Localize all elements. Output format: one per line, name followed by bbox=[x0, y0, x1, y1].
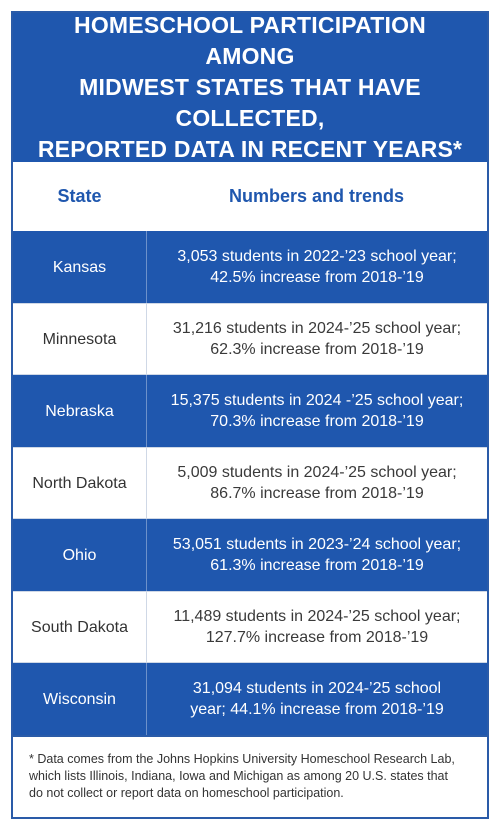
table-row: South Dakota 11,489 students in 2024-’25… bbox=[13, 591, 487, 663]
trend-cell: 31,216 students in 2024-’25 school year;… bbox=[147, 318, 487, 360]
trend-line-1: 3,053 students in 2022-’23 school year; bbox=[177, 248, 457, 265]
trend-line-1: 15,375 students in 2024 -’25 school year… bbox=[170, 392, 464, 409]
trend-cell: 11,489 students in 2024-’25 school year;… bbox=[147, 606, 487, 648]
trend-line-2: 86.7% increase from 2018-’19 bbox=[210, 485, 424, 502]
trend-line-1: 53,051 students in 2023-’24 school year; bbox=[172, 536, 462, 553]
trend-line-2: 62.3% increase from 2018-’19 bbox=[210, 341, 424, 358]
footnote-line-3: do not collect or report data on homesch… bbox=[29, 786, 344, 800]
table-row: Ohio 53,051 students in 2023-’24 school … bbox=[13, 519, 487, 591]
trend-cell: 15,375 students in 2024 -’25 school year… bbox=[147, 390, 487, 432]
title-line-2: MIDWEST STATES THAT HAVE COLLECTED, bbox=[79, 74, 421, 131]
footnote: * Data comes from the Johns Hopkins Univ… bbox=[13, 735, 487, 802]
cell-divider bbox=[146, 231, 147, 303]
table-row: Minnesota 31,216 students in 2024-’25 sc… bbox=[13, 303, 487, 375]
state-name: Kansas bbox=[52, 258, 107, 276]
cell-divider bbox=[146, 592, 147, 662]
cell-divider bbox=[146, 375, 147, 447]
trend-line-2: 61.3% increase from 2018-’19 bbox=[210, 557, 424, 574]
trend-line-1: 5,009 students in 2024-’25 school year; bbox=[177, 464, 457, 481]
footnote-line-2: which lists Illinois, Indiana, Iowa and … bbox=[29, 769, 448, 783]
table-header-row: State Numbers and trends bbox=[13, 162, 487, 231]
cell-divider bbox=[146, 663, 147, 735]
state-name: Minnesota bbox=[42, 330, 117, 348]
title-line-3: REPORTED DATA IN RECENT YEARS* bbox=[37, 136, 463, 162]
trend-line-2: 127.7% increase from 2018-’19 bbox=[205, 629, 429, 646]
trend-cell: 31,094 students in 2024-’25 school year;… bbox=[147, 678, 487, 720]
cell-divider bbox=[146, 304, 147, 374]
trend-line-1: 31,216 students in 2024-’25 school year; bbox=[172, 320, 462, 337]
cell-divider bbox=[146, 448, 147, 518]
table-body: Kansas 3,053 students in 2022-’23 school… bbox=[13, 231, 487, 735]
table-row: North Dakota 5,009 students in 2024-’25 … bbox=[13, 447, 487, 519]
state-name: Nebraska bbox=[45, 402, 114, 420]
table-row: Wisconsin 31,094 students in 2024-’25 sc… bbox=[13, 663, 487, 735]
footnote-line-1: * Data comes from the Johns Hopkins Univ… bbox=[29, 752, 455, 766]
trend-line-2: 42.5% increase from 2018-’19 bbox=[210, 269, 424, 286]
trend-cell: 3,053 students in 2022-’23 school year; … bbox=[147, 246, 487, 288]
trend-cell: 53,051 students in 2023-’24 school year;… bbox=[147, 534, 487, 576]
infographic-title: HOMESCHOOL PARTICIPATION AMONG MIDWEST S… bbox=[13, 12, 487, 162]
state-name: North Dakota bbox=[32, 474, 127, 492]
state-name: Wisconsin bbox=[43, 690, 116, 708]
state-name: South Dakota bbox=[31, 618, 128, 636]
trend-line-2: 70.3% increase from 2018-’19 bbox=[210, 413, 424, 430]
trend-line-2: year; 44.1% increase from 2018-’19 bbox=[190, 701, 444, 718]
state-name: Ohio bbox=[62, 546, 97, 564]
table-row: Kansas 3,053 students in 2022-’23 school… bbox=[13, 231, 487, 303]
infographic-frame: HOMESCHOOL PARTICIPATION AMONG MIDWEST S… bbox=[11, 11, 489, 819]
title-line-1: HOMESCHOOL PARTICIPATION AMONG bbox=[74, 12, 426, 69]
trend-line-1: 31,094 students in 2024-’25 school bbox=[192, 680, 442, 697]
header-state: State bbox=[57, 185, 102, 206]
trend-line-1: 11,489 students in 2024-’25 school year; bbox=[173, 608, 461, 625]
header-trends: Numbers and trends bbox=[228, 185, 405, 206]
trend-cell: 5,009 students in 2024-’25 school year; … bbox=[147, 462, 487, 504]
table-row: Nebraska 15,375 students in 2024 -’25 sc… bbox=[13, 375, 487, 447]
cell-divider bbox=[146, 519, 147, 591]
